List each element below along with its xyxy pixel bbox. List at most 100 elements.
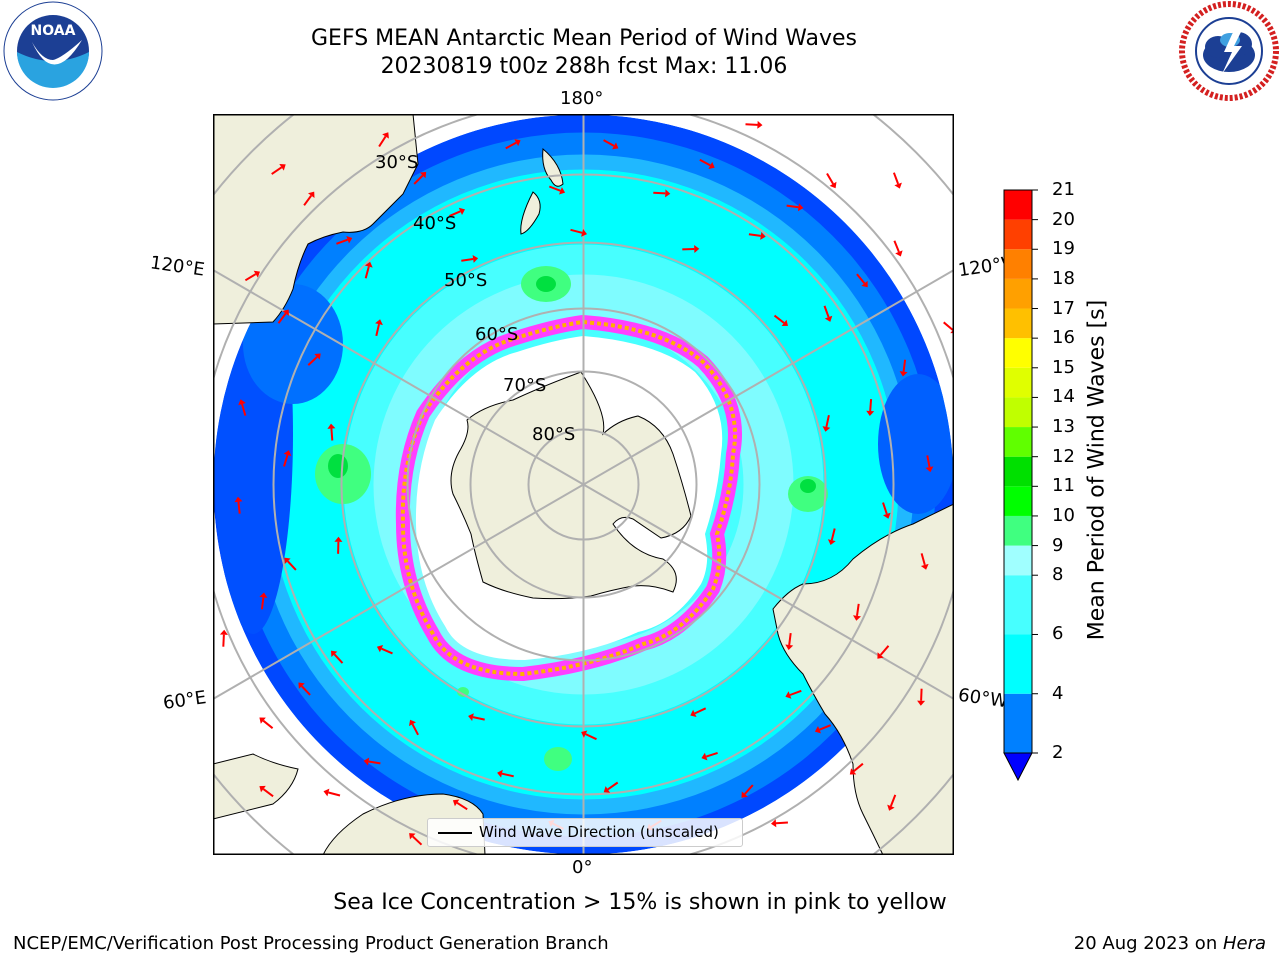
wave-direction-arrow-shaft [307,356,318,366]
colorbar-tick-label: 12 [1052,445,1075,467]
wave-direction-arrow-head [376,645,384,653]
wave-direction-arrow-shaft [301,685,311,696]
wave-direction-arrow-shaft [336,238,348,245]
colorbar-tick-label: 10 [1052,504,1075,526]
colorbar-frame [1003,189,1033,754]
lon-label-60e: 60°E [161,687,208,714]
wave-direction-arrow-head [895,250,903,257]
wave-direction-arrow-shaft [825,414,830,428]
wave-direction-arrow-shaft [882,502,888,515]
wave-direction-arrow-shaft [412,835,423,846]
wave-direction-arrow-shaft [368,760,381,765]
wave-direction-arrow-shaft [570,228,583,234]
colorbar-extend-low [1003,752,1033,782]
wave-direction-arrow-shaft [364,266,370,279]
africa-land [213,753,486,855]
wave-direction-arrow-head [883,512,891,519]
wave-direction-arrow-head [708,161,715,169]
colorbar-band-8-9 [1004,545,1032,576]
wave-direction-arrow-head [785,691,792,699]
nws-logo [1178,0,1280,102]
wave-direction-arrow-shaft [286,560,297,571]
wave-direction-arrow-shaft [653,191,666,195]
colorbar-band-17-18 [1004,278,1032,309]
colorbar-band-4-6 [1004,634,1032,694]
wave-direction-arrow-head [887,804,895,811]
colorbar-tick-label: 2 [1052,742,1064,763]
wave-direction-arrow-shaft [892,172,900,185]
wave-direction-arrow-head [364,261,373,268]
wave-direction-arrow-shaft [920,688,923,701]
wave-direction-arrow-shaft [237,501,241,514]
wave-direction-arrow-head [899,371,908,377]
wave-direction-arrow-shaft [411,723,419,736]
wave-direction-arrow-head [468,713,474,721]
wave-direction-arrow-head [612,142,619,150]
wave-direction-arrow-head [331,650,338,657]
wave-direction-arrow-shaft [333,653,344,664]
wave-direction-arrow-head [581,730,588,738]
wave-direction-arrow-head [861,280,868,288]
wave-direction-arrow-shaft [456,801,468,811]
colorbar-tick-label: 13 [1052,416,1075,438]
wave-direction-arrow-head [822,426,831,432]
wave-direction-arrow-shaft [548,185,561,192]
wave-direction-arrow-head [458,207,465,215]
wave-direction-arrow-shaft [241,403,247,416]
colorbar-tick-label: 9 [1052,534,1064,556]
wave-direction-arrow-shaft [303,195,313,206]
colorbar-tick-label: 16 [1052,327,1075,349]
wave-direction-arrow-head [452,799,460,807]
wave-direction-arrow-head [279,164,286,171]
colorbar-band-6-8 [1004,575,1032,635]
wave-direction-arrow-shaft [603,139,615,147]
wave-direction-arrow-head [781,319,788,326]
wave-direction-arrow-shaft [902,359,907,372]
colorbar-label: Mean Period of Wind Waves [s] [1084,299,1110,641]
colorbar-band-9-10 [1004,515,1032,546]
wave-direction-arrow-shaft [920,553,926,566]
wave-direction-arrow-head [259,717,266,724]
wave-direction-arrow-head [253,270,260,278]
wave-direction-arrow-shaft [330,428,334,441]
colorbar-tick-label: 8 [1052,564,1064,586]
wave-direction-arrow-shaft [585,733,597,741]
colorbar-tick-label: 19 [1052,238,1075,260]
wave-direction-arrow-shaft [262,719,274,729]
lat-label-70s: 70°S [503,375,547,396]
lat-label-60s: 60°S [475,324,519,345]
wave-direction-arrow-head [849,768,857,775]
colorbar-tick-label: 21 [1052,179,1075,200]
wave-direction-arrow-head [382,132,389,139]
colorbar-tick-label: 20 [1052,208,1075,230]
wave-direction-arrow-head [785,644,794,650]
wave-direction-arrow-head [283,450,292,457]
wave-direction-arrow-shaft [699,158,711,167]
new-zealand-land [520,148,564,235]
wave-direction-arrow-shaft [449,210,461,218]
lon-label-120e: 120°E [148,252,206,281]
wave-direction-arrow-shaft [786,204,799,209]
wave-direction-arrow-head [409,719,416,727]
wave-direction-arrow-head [308,191,315,198]
wave-direction-arrow-head [323,788,330,797]
wave-direction-arrow-head [238,399,246,406]
wave-direction-arrow-shaft [819,724,831,731]
wave-direction-arrow-shaft [788,632,792,646]
wave-direction-arrow-shaft [244,273,257,282]
wave-direction-arrow-head [603,786,611,793]
colorbar-band-15-16 [1004,338,1032,368]
wave-direction-arrow-shaft [283,454,289,467]
wave-direction-arrow-shaft [694,707,707,715]
lat-label-30s: 30°S [375,152,419,173]
wave-direction-arrow-head [797,203,804,212]
colorbar-tick-label: 15 [1052,356,1075,378]
footer-date-text: 20 Aug 2023 on [1073,933,1223,954]
wave-direction-arrow-head [282,309,289,316]
wave-direction-arrow-head [827,539,836,545]
wave-direction-arrow-head [219,629,228,635]
wave-direction-arrow-head [259,785,266,793]
lon-label-180: 180° [560,88,604,109]
colorbar-tick-label: 11 [1052,475,1075,497]
wave-direction-arrow-head [757,120,763,129]
